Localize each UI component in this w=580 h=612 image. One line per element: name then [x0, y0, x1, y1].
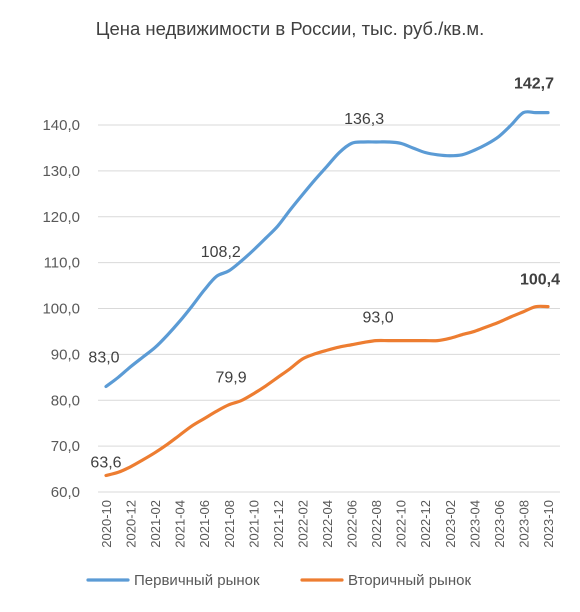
- y-tick-label: 100,0: [42, 301, 80, 318]
- x-tick-label: 2021-10: [246, 500, 261, 548]
- series-line-2: [104, 304, 550, 478]
- y-tick-label: 80,0: [51, 392, 80, 409]
- x-tick-label: 2022-10: [394, 500, 409, 548]
- y-tick-label: 60,0: [51, 484, 80, 501]
- y-tick-label: 130,0: [42, 163, 80, 180]
- x-tick-label: 2023-06: [492, 500, 507, 548]
- x-tick-label: 2021-02: [148, 500, 163, 548]
- chart-title: Цена недвижимости в России, тыс. руб./кв…: [95, 18, 485, 39]
- legend-label: Вторичный рынок: [348, 572, 471, 589]
- x-tick-label: 2022-02: [295, 500, 310, 548]
- x-tick-label: 2022-12: [418, 500, 433, 548]
- x-tick-label: 2021-06: [197, 500, 212, 548]
- x-tick-label: 2021-12: [271, 500, 286, 548]
- x-tick-label: 2022-08: [369, 500, 384, 548]
- y-tick-label: 70,0: [51, 438, 80, 455]
- x-tick-label: 2021-08: [222, 500, 237, 548]
- x-tick-label: 2023-08: [516, 500, 531, 548]
- data-label: 136,3: [344, 111, 384, 128]
- y-tick-label: 120,0: [42, 209, 80, 226]
- y-tick-label: 140,0: [42, 117, 80, 134]
- series-line-1: [104, 110, 550, 389]
- data-label: 142,7: [514, 76, 554, 93]
- x-tick-label: 2022-04: [320, 500, 335, 548]
- data-label: 108,2: [201, 244, 241, 261]
- x-tick-label: 2021-04: [173, 500, 188, 548]
- data-label: 100,4: [520, 272, 560, 289]
- y-tick-label: 110,0: [44, 255, 80, 272]
- data-label: 83,0: [88, 349, 119, 366]
- x-tick-label: 2023-02: [443, 500, 458, 548]
- x-tick-label: 2020-12: [124, 500, 139, 548]
- data-label: 93,0: [363, 310, 394, 327]
- x-tick-label: 2022-06: [345, 500, 360, 548]
- x-tick-label: 2023-10: [541, 500, 556, 548]
- data-label: 79,9: [215, 370, 246, 387]
- x-tick-label: 2023-04: [467, 500, 482, 548]
- data-label: 63,6: [90, 454, 121, 471]
- y-tick-label: 90,0: [51, 346, 80, 363]
- legend-label: Первичный рынок: [134, 572, 260, 589]
- x-tick-label: 2020-10: [99, 500, 114, 548]
